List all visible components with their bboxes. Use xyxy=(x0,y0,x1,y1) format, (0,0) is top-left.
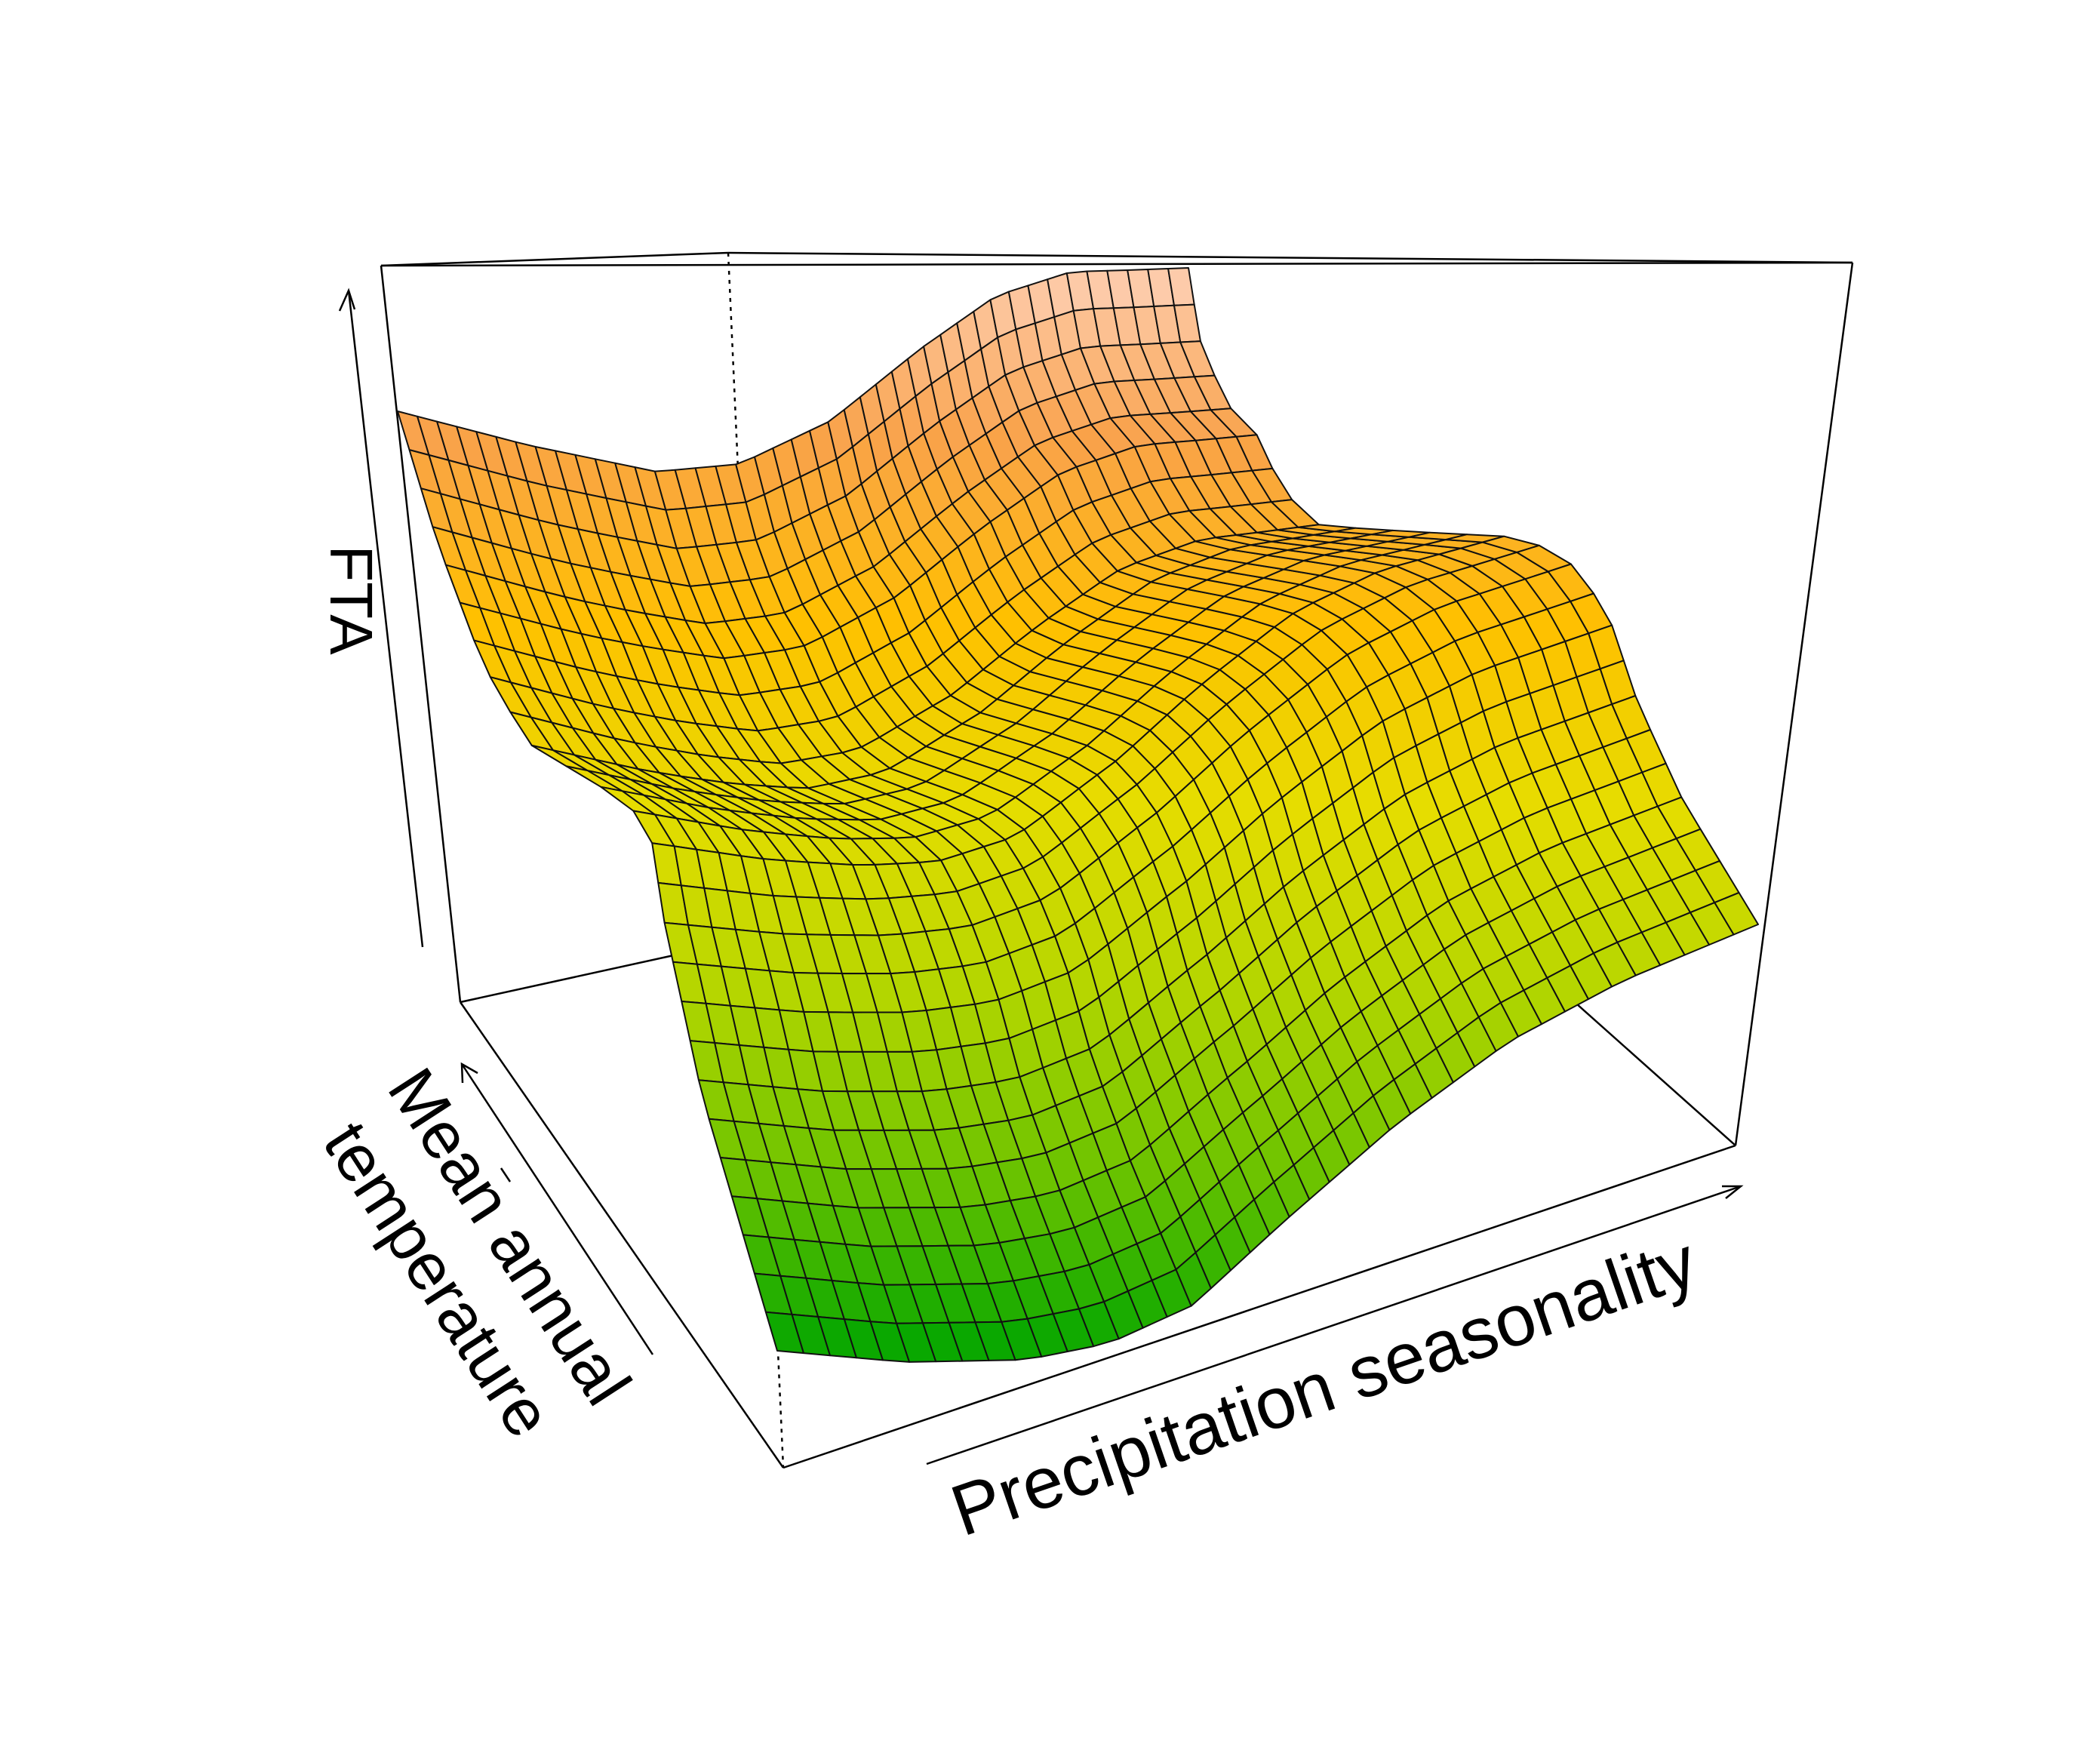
z-axis-label: FTA xyxy=(318,545,385,655)
x-axis-arrow-head xyxy=(1722,1185,1744,1199)
axis-arrows xyxy=(338,288,1744,1465)
box-edge-back-top-right xyxy=(727,251,1853,264)
y-axis-arrow-head xyxy=(460,1062,478,1084)
x-axis-arrow-line xyxy=(926,1185,1742,1465)
z-axis-arrow-line xyxy=(347,290,424,948)
box-edge-back-right-vertical xyxy=(1734,262,1854,1146)
box-edge-floor-front xyxy=(783,1144,1736,1469)
surface-mesh xyxy=(397,267,1759,1363)
y-axis-arrow-line xyxy=(460,1063,654,1355)
y-axis-minor-tick xyxy=(500,1167,512,1182)
z-axis-arrow-head xyxy=(338,288,356,312)
box-edge-back-top-left xyxy=(380,251,729,267)
box-edge-front-top xyxy=(380,261,1853,267)
box-edge-back-left-vertical xyxy=(380,265,462,1003)
surface-facet xyxy=(1714,891,1759,936)
box-edge-floor-left xyxy=(459,1001,785,1468)
